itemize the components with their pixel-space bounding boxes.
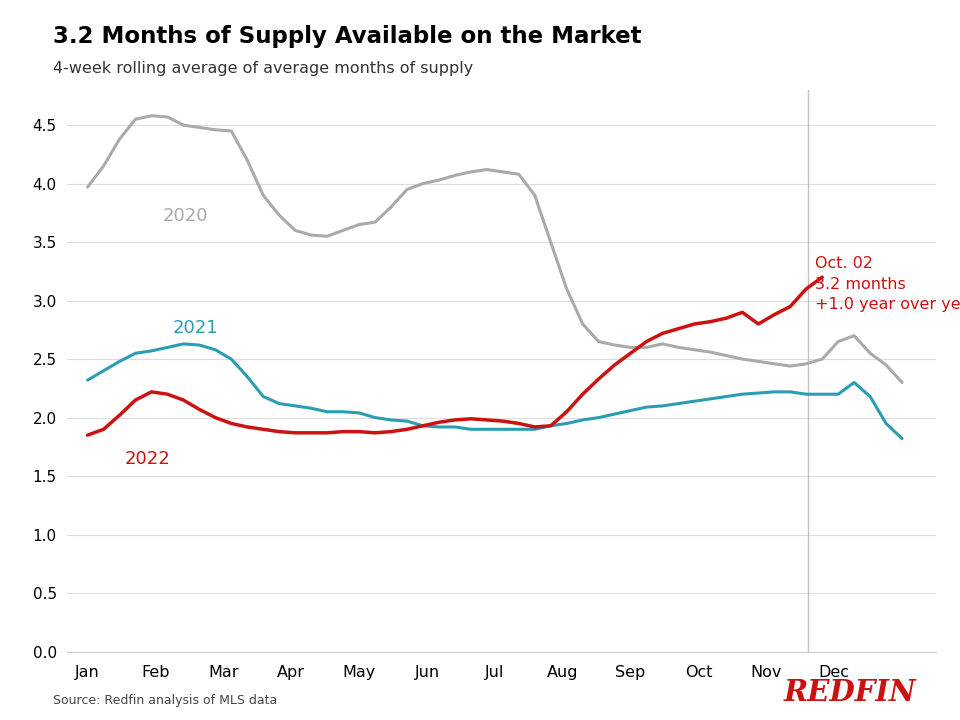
Text: 4-week rolling average of average months of supply: 4-week rolling average of average months… (53, 61, 473, 76)
Text: Source: Redfin analysis of MLS data: Source: Redfin analysis of MLS data (53, 694, 277, 707)
Text: 2022: 2022 (125, 451, 171, 469)
Text: 3.2 Months of Supply Available on the Market: 3.2 Months of Supply Available on the Ma… (53, 25, 641, 48)
Text: 2021: 2021 (173, 320, 218, 338)
Text: Oct. 02
3.2 months
+1.0 year over year: Oct. 02 3.2 months +1.0 year over year (815, 256, 960, 312)
Text: 2020: 2020 (162, 207, 207, 225)
Text: REDFIN: REDFIN (784, 678, 917, 707)
